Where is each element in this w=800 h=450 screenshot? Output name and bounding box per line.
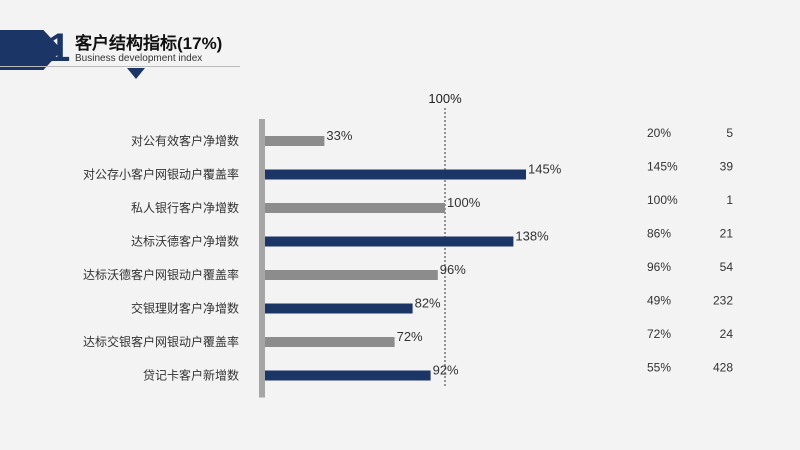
side-count: 428	[713, 361, 733, 375]
data-label: 138%	[515, 229, 549, 244]
side-percent: 55%	[647, 361, 671, 375]
side-percent: 49%	[647, 294, 671, 308]
reference-line-label: 100%	[428, 91, 462, 106]
category-label: 达标沃德客户网银动户覆盖率	[83, 267, 239, 282]
side-count: 232	[713, 294, 733, 308]
data-label: 145%	[528, 162, 562, 177]
category-label: 私人银行客户净增数	[131, 200, 239, 215]
category-label: 达标沃德客户净增数	[131, 234, 239, 249]
bar	[265, 169, 526, 180]
y-axis-bar	[259, 119, 265, 398]
category-label: 交银理财客户净增数	[131, 301, 239, 316]
header-divider	[0, 66, 240, 67]
category-label: 对公存小客户网银动户覆盖率	[83, 167, 239, 182]
data-label: 72%	[397, 329, 423, 344]
side-percent: 72%	[647, 327, 671, 341]
category-label: 贷记卡客户新增数	[143, 368, 239, 383]
bar	[265, 303, 413, 314]
category-label: 对公有效客户净增数	[131, 133, 239, 148]
side-percent: 96%	[647, 260, 671, 274]
bar	[265, 370, 431, 381]
header-down-triangle-icon	[127, 68, 145, 79]
page-subtitle: Business development index	[75, 53, 203, 64]
side-count: 5	[726, 126, 733, 140]
side-count: 24	[720, 327, 734, 341]
data-label: 100%	[447, 195, 481, 210]
bar	[265, 203, 445, 213]
bar	[265, 337, 395, 347]
bar	[265, 136, 325, 146]
data-label: 92%	[433, 363, 459, 378]
data-label: 82%	[415, 296, 441, 311]
side-percent: 20%	[647, 126, 671, 140]
category-label: 达标交银客户网银动户覆盖率	[83, 334, 239, 349]
side-count: 54	[720, 260, 734, 274]
bar	[265, 236, 514, 247]
side-count: 39	[720, 160, 734, 174]
section-number: 1	[48, 26, 71, 70]
bar	[265, 270, 438, 280]
side-count: 21	[720, 227, 734, 241]
side-percent: 145%	[647, 160, 678, 174]
side-count: 1	[726, 193, 733, 207]
page-title: 客户结构指标(17%)	[75, 34, 223, 53]
side-percent: 100%	[647, 193, 678, 207]
side-percent: 86%	[647, 227, 671, 241]
data-label: 33%	[326, 128, 352, 143]
data-label: 96%	[440, 262, 466, 277]
